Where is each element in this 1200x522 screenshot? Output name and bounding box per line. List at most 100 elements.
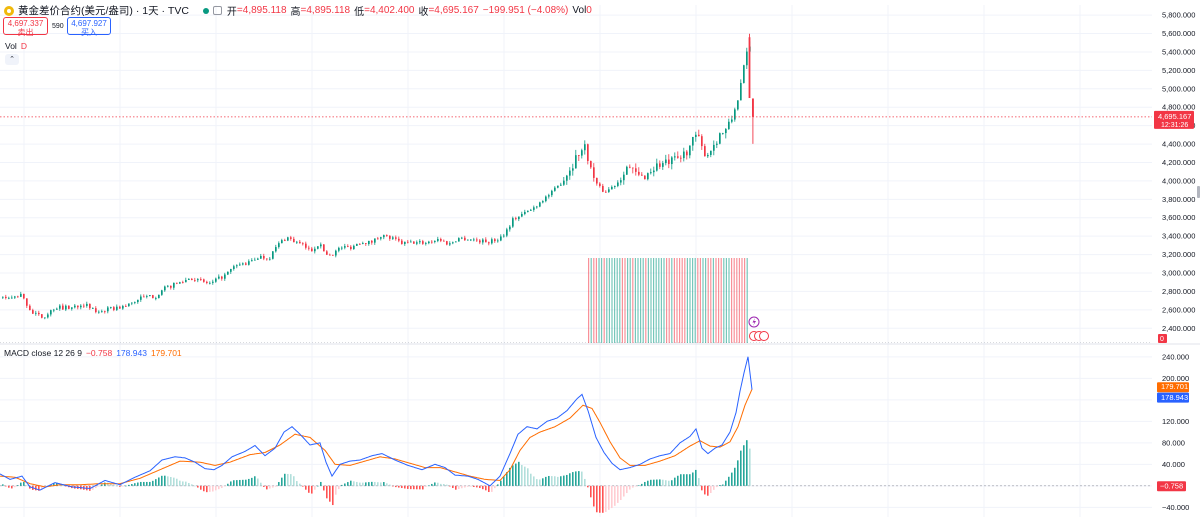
volume-legend[interactable]: Vol D bbox=[5, 41, 27, 51]
macd-histogram-bar bbox=[521, 465, 523, 486]
candle-body bbox=[56, 308, 58, 310]
macd-histogram-bar bbox=[533, 476, 535, 486]
macd-histogram-bar bbox=[506, 472, 508, 486]
candle-body bbox=[371, 240, 373, 243]
volume-bar bbox=[689, 258, 691, 343]
macd-histogram-bar bbox=[425, 485, 427, 487]
earnings-event-icon[interactable] bbox=[759, 331, 769, 341]
macd-tick-label: 240.000 bbox=[1162, 352, 1189, 361]
macd-histogram-bar bbox=[386, 483, 388, 486]
macd-histogram-bar bbox=[35, 485, 37, 491]
candle-body bbox=[170, 285, 172, 288]
candle-body bbox=[344, 246, 346, 248]
macd-histogram-bar bbox=[647, 480, 649, 486]
macd-histogram-bar bbox=[671, 480, 673, 486]
macd-histogram-bar bbox=[494, 485, 496, 489]
macd-histogram-bar bbox=[467, 485, 469, 487]
candle-body bbox=[551, 190, 553, 196]
price-tick-label: 4,400.000 bbox=[1162, 140, 1195, 149]
macd-histogram-bar bbox=[329, 485, 331, 502]
candle-body bbox=[548, 195, 550, 197]
candle-body bbox=[422, 241, 424, 244]
volume-bar bbox=[744, 258, 746, 343]
price-tick-label: 3,000.000 bbox=[1162, 269, 1195, 278]
candle-body bbox=[437, 238, 439, 241]
volume-bar bbox=[671, 258, 673, 343]
price-tick-label: 4,000.000 bbox=[1162, 176, 1195, 185]
macd-histogram-bar bbox=[272, 485, 274, 488]
candle-body bbox=[356, 243, 358, 246]
macd-histogram-bar bbox=[692, 472, 694, 486]
chevron-up-icon[interactable]: ⌃ bbox=[5, 54, 19, 65]
macd-histogram-bar bbox=[581, 471, 583, 486]
macd-histogram-bar bbox=[155, 479, 157, 486]
symbol-title[interactable]: 黄金差价合约(美元/盎司) · 1天 · TVC bbox=[18, 5, 189, 17]
macd-legend[interactable]: MACD close 12 26 9 −0.758 178.943 179.701 bbox=[4, 348, 182, 358]
macd-histogram-bar bbox=[620, 485, 622, 501]
candle-body bbox=[104, 311, 106, 313]
macd-histogram-bar bbox=[593, 485, 595, 507]
volume-bar bbox=[712, 258, 714, 343]
candle-body bbox=[374, 238, 376, 243]
candle-body bbox=[332, 254, 334, 256]
macd-histogram-bar bbox=[104, 482, 106, 486]
open-value: =4,895.118 bbox=[236, 5, 287, 16]
candle-body bbox=[665, 159, 667, 164]
macd-histogram-bar bbox=[680, 474, 682, 486]
macd-histogram-bar bbox=[20, 482, 22, 486]
sell-button[interactable]: 4,697.337 卖出 bbox=[3, 17, 48, 37]
candle-body bbox=[164, 286, 166, 291]
macd-histogram-bar bbox=[209, 485, 211, 492]
scroll-handle[interactable] bbox=[1197, 186, 1200, 198]
macd-histogram-bar bbox=[698, 478, 700, 486]
macd-histogram-bar bbox=[572, 472, 574, 486]
candle-body bbox=[362, 243, 364, 244]
macd-legend-name: MACD close 12 26 9 bbox=[4, 348, 82, 358]
volume-bar bbox=[684, 258, 686, 343]
candle-body bbox=[698, 134, 700, 137]
eye-icon[interactable] bbox=[212, 6, 222, 15]
change-value: −199.951 (−4.08%) bbox=[482, 5, 569, 16]
macd-histogram-bar bbox=[656, 479, 658, 486]
candle-body bbox=[596, 177, 598, 184]
candle-body bbox=[428, 241, 430, 244]
candle-body bbox=[74, 305, 76, 308]
volume-bar bbox=[588, 258, 590, 343]
candle-body bbox=[716, 143, 718, 145]
volume-bar bbox=[637, 258, 639, 343]
volume-bar bbox=[655, 258, 657, 343]
candle-body bbox=[578, 155, 580, 156]
volume-bar bbox=[728, 258, 730, 343]
volume-bar bbox=[614, 258, 616, 343]
macd-histogram-bar bbox=[194, 485, 196, 487]
macd-histogram-bar bbox=[293, 476, 295, 486]
macd-histogram-bar bbox=[242, 479, 244, 486]
candle-body bbox=[314, 248, 316, 252]
macd-histogram-bar bbox=[653, 479, 655, 486]
macd-histogram-bar bbox=[434, 482, 436, 486]
last-candle-body bbox=[752, 98, 754, 117]
candle-body bbox=[542, 201, 544, 203]
macd-value-badge bbox=[1157, 392, 1189, 403]
volume-bar bbox=[627, 258, 629, 343]
macd-histogram-bar bbox=[749, 448, 751, 486]
candle-body bbox=[470, 239, 472, 241]
macd-histogram-bar bbox=[722, 484, 724, 486]
macd-histogram-bar bbox=[335, 485, 337, 495]
candle-body bbox=[482, 239, 484, 243]
macd-histogram-bar bbox=[707, 485, 709, 496]
buy-button[interactable]: 4,697.927 买入 bbox=[67, 17, 111, 37]
volume-bar bbox=[621, 258, 623, 343]
macd-histogram-bar bbox=[179, 480, 181, 486]
candle-body bbox=[449, 243, 451, 245]
macd-histogram-bar bbox=[650, 479, 652, 486]
macd-histogram-bar bbox=[107, 482, 109, 486]
candle-body bbox=[338, 247, 340, 251]
candle-body bbox=[491, 239, 493, 244]
candle-body bbox=[503, 235, 505, 237]
candle-body bbox=[722, 133, 724, 134]
macd-histogram-bar bbox=[143, 481, 145, 486]
macd-histogram-bar bbox=[545, 476, 547, 486]
